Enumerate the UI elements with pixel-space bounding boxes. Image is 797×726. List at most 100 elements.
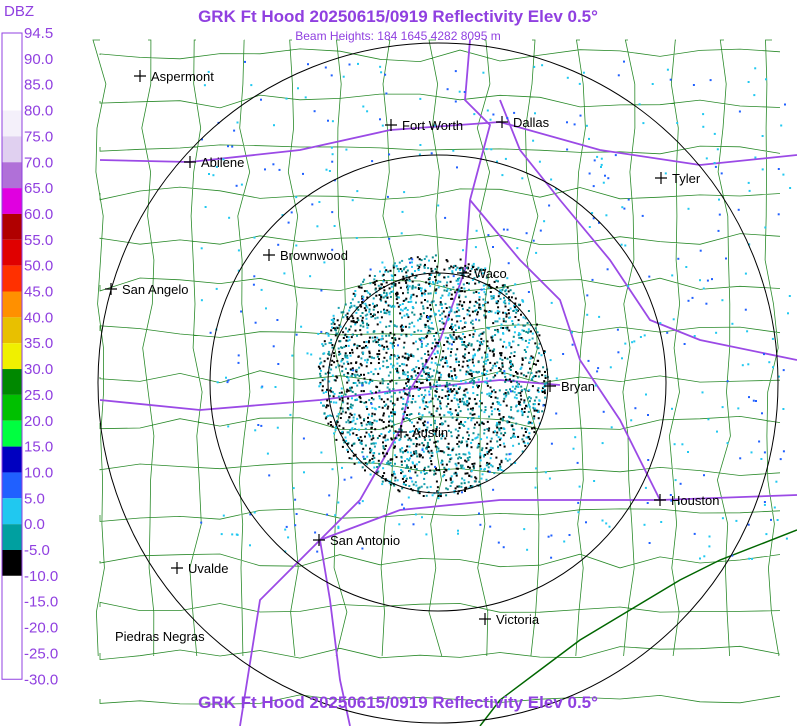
echo-pixel xyxy=(321,343,324,346)
echo-pixel xyxy=(353,304,356,307)
echo-pixel xyxy=(446,446,449,449)
echo-pixel xyxy=(440,437,443,440)
echo-pixel xyxy=(323,352,326,355)
echo-pixel xyxy=(520,337,523,339)
echo-pixel xyxy=(455,376,458,378)
echo-pixel xyxy=(776,519,779,521)
echo-pixel xyxy=(358,502,361,505)
echo-pixel xyxy=(502,301,505,304)
echo-pixel xyxy=(369,282,372,285)
echo-pixel xyxy=(508,298,510,301)
echo-pixel xyxy=(416,386,419,388)
echo-pixel xyxy=(473,277,476,280)
echo-pixel xyxy=(527,341,530,344)
echo-pixel xyxy=(237,269,240,272)
echo-pixel xyxy=(444,420,447,423)
echo-pixel xyxy=(341,397,344,400)
echo-pixel xyxy=(513,396,516,399)
echo-pixel xyxy=(456,306,459,309)
echo-pixel xyxy=(418,387,421,390)
echo-pixel xyxy=(647,459,650,461)
echo-pixel xyxy=(439,450,442,453)
echo-pixel xyxy=(200,521,203,524)
echo-pixel xyxy=(477,445,480,448)
echo-pixel xyxy=(422,367,424,370)
legend-label: 5.0 xyxy=(24,490,45,507)
echo-pixel xyxy=(361,312,364,314)
echo-pixel xyxy=(432,415,435,417)
echo-pixel xyxy=(337,525,340,528)
echo-pixel xyxy=(458,303,461,306)
echo-pixel xyxy=(439,495,442,498)
echo-pixel xyxy=(447,275,450,278)
echo-pixel xyxy=(707,418,710,421)
echo-pixel xyxy=(366,331,369,334)
echo-pixel xyxy=(445,479,448,482)
echo-pixel xyxy=(429,292,432,295)
echo-pixel xyxy=(390,379,393,382)
echo-pixel xyxy=(392,388,395,390)
echo-pixel xyxy=(521,329,524,332)
echo-pixel xyxy=(392,264,395,267)
echo-pixel xyxy=(461,491,463,494)
echo-pixel xyxy=(394,476,397,479)
echo-pixel xyxy=(501,362,504,365)
echo-pixel xyxy=(454,353,457,356)
echo-pixel xyxy=(356,334,358,337)
echo-pixel xyxy=(303,471,305,474)
echo-pixel xyxy=(466,360,469,362)
echo-pixel xyxy=(444,356,447,359)
echo-pixel xyxy=(441,356,444,359)
echo-pixel xyxy=(421,448,424,451)
echo-pixel xyxy=(388,153,391,156)
echo-pixel xyxy=(394,411,397,414)
echo-pixel xyxy=(477,361,480,364)
echo-pixel xyxy=(510,360,512,363)
echo-pixel xyxy=(488,286,490,289)
legend-label: 60.0 xyxy=(24,206,53,223)
echo-pixel xyxy=(458,296,461,299)
echo-pixel xyxy=(457,403,460,406)
echo-pixel xyxy=(499,357,502,360)
echo-pixel xyxy=(737,208,740,211)
echo-pixel xyxy=(396,479,399,482)
echo-pixel xyxy=(488,470,491,473)
echo-pixel xyxy=(320,401,322,404)
echo-pixel xyxy=(387,460,390,463)
echo-pixel xyxy=(465,373,468,376)
echo-pixel xyxy=(408,285,411,288)
echo-pixel xyxy=(419,97,422,100)
echo-pixel xyxy=(411,321,414,324)
echo-pixel xyxy=(432,405,435,408)
echo-pixel xyxy=(341,370,344,373)
echo-pixel xyxy=(473,381,476,384)
echo-pixel xyxy=(508,458,511,461)
echo-pixel xyxy=(548,204,551,207)
legend-label: 70.0 xyxy=(24,154,53,171)
echo-pixel xyxy=(324,343,327,346)
echo-pixel xyxy=(485,447,488,450)
echo-pixel xyxy=(496,401,499,403)
echo-pixel xyxy=(421,362,424,365)
legend-swatch xyxy=(2,601,22,628)
echo-pixel xyxy=(395,367,398,370)
echo-pixel xyxy=(428,316,431,319)
echo-pixel xyxy=(421,381,424,384)
echo-pixel xyxy=(429,485,432,488)
echo-pixel xyxy=(395,382,398,385)
echo-pixel xyxy=(513,331,516,334)
echo-pixel xyxy=(427,374,430,377)
echo-pixel xyxy=(420,417,423,420)
echo-pixel xyxy=(370,438,373,441)
echo-pixel xyxy=(359,324,362,327)
echo-pixel xyxy=(608,525,611,528)
echo-pixel xyxy=(424,389,427,392)
echo-pixel xyxy=(646,502,649,504)
echo-pixel xyxy=(497,306,500,309)
echo-pixel xyxy=(323,340,326,343)
echo-pixel xyxy=(514,316,517,318)
echo-pixel xyxy=(467,451,470,454)
echo-pixel xyxy=(486,326,489,329)
echo-pixel xyxy=(748,396,750,399)
echo-pixel xyxy=(295,513,298,515)
